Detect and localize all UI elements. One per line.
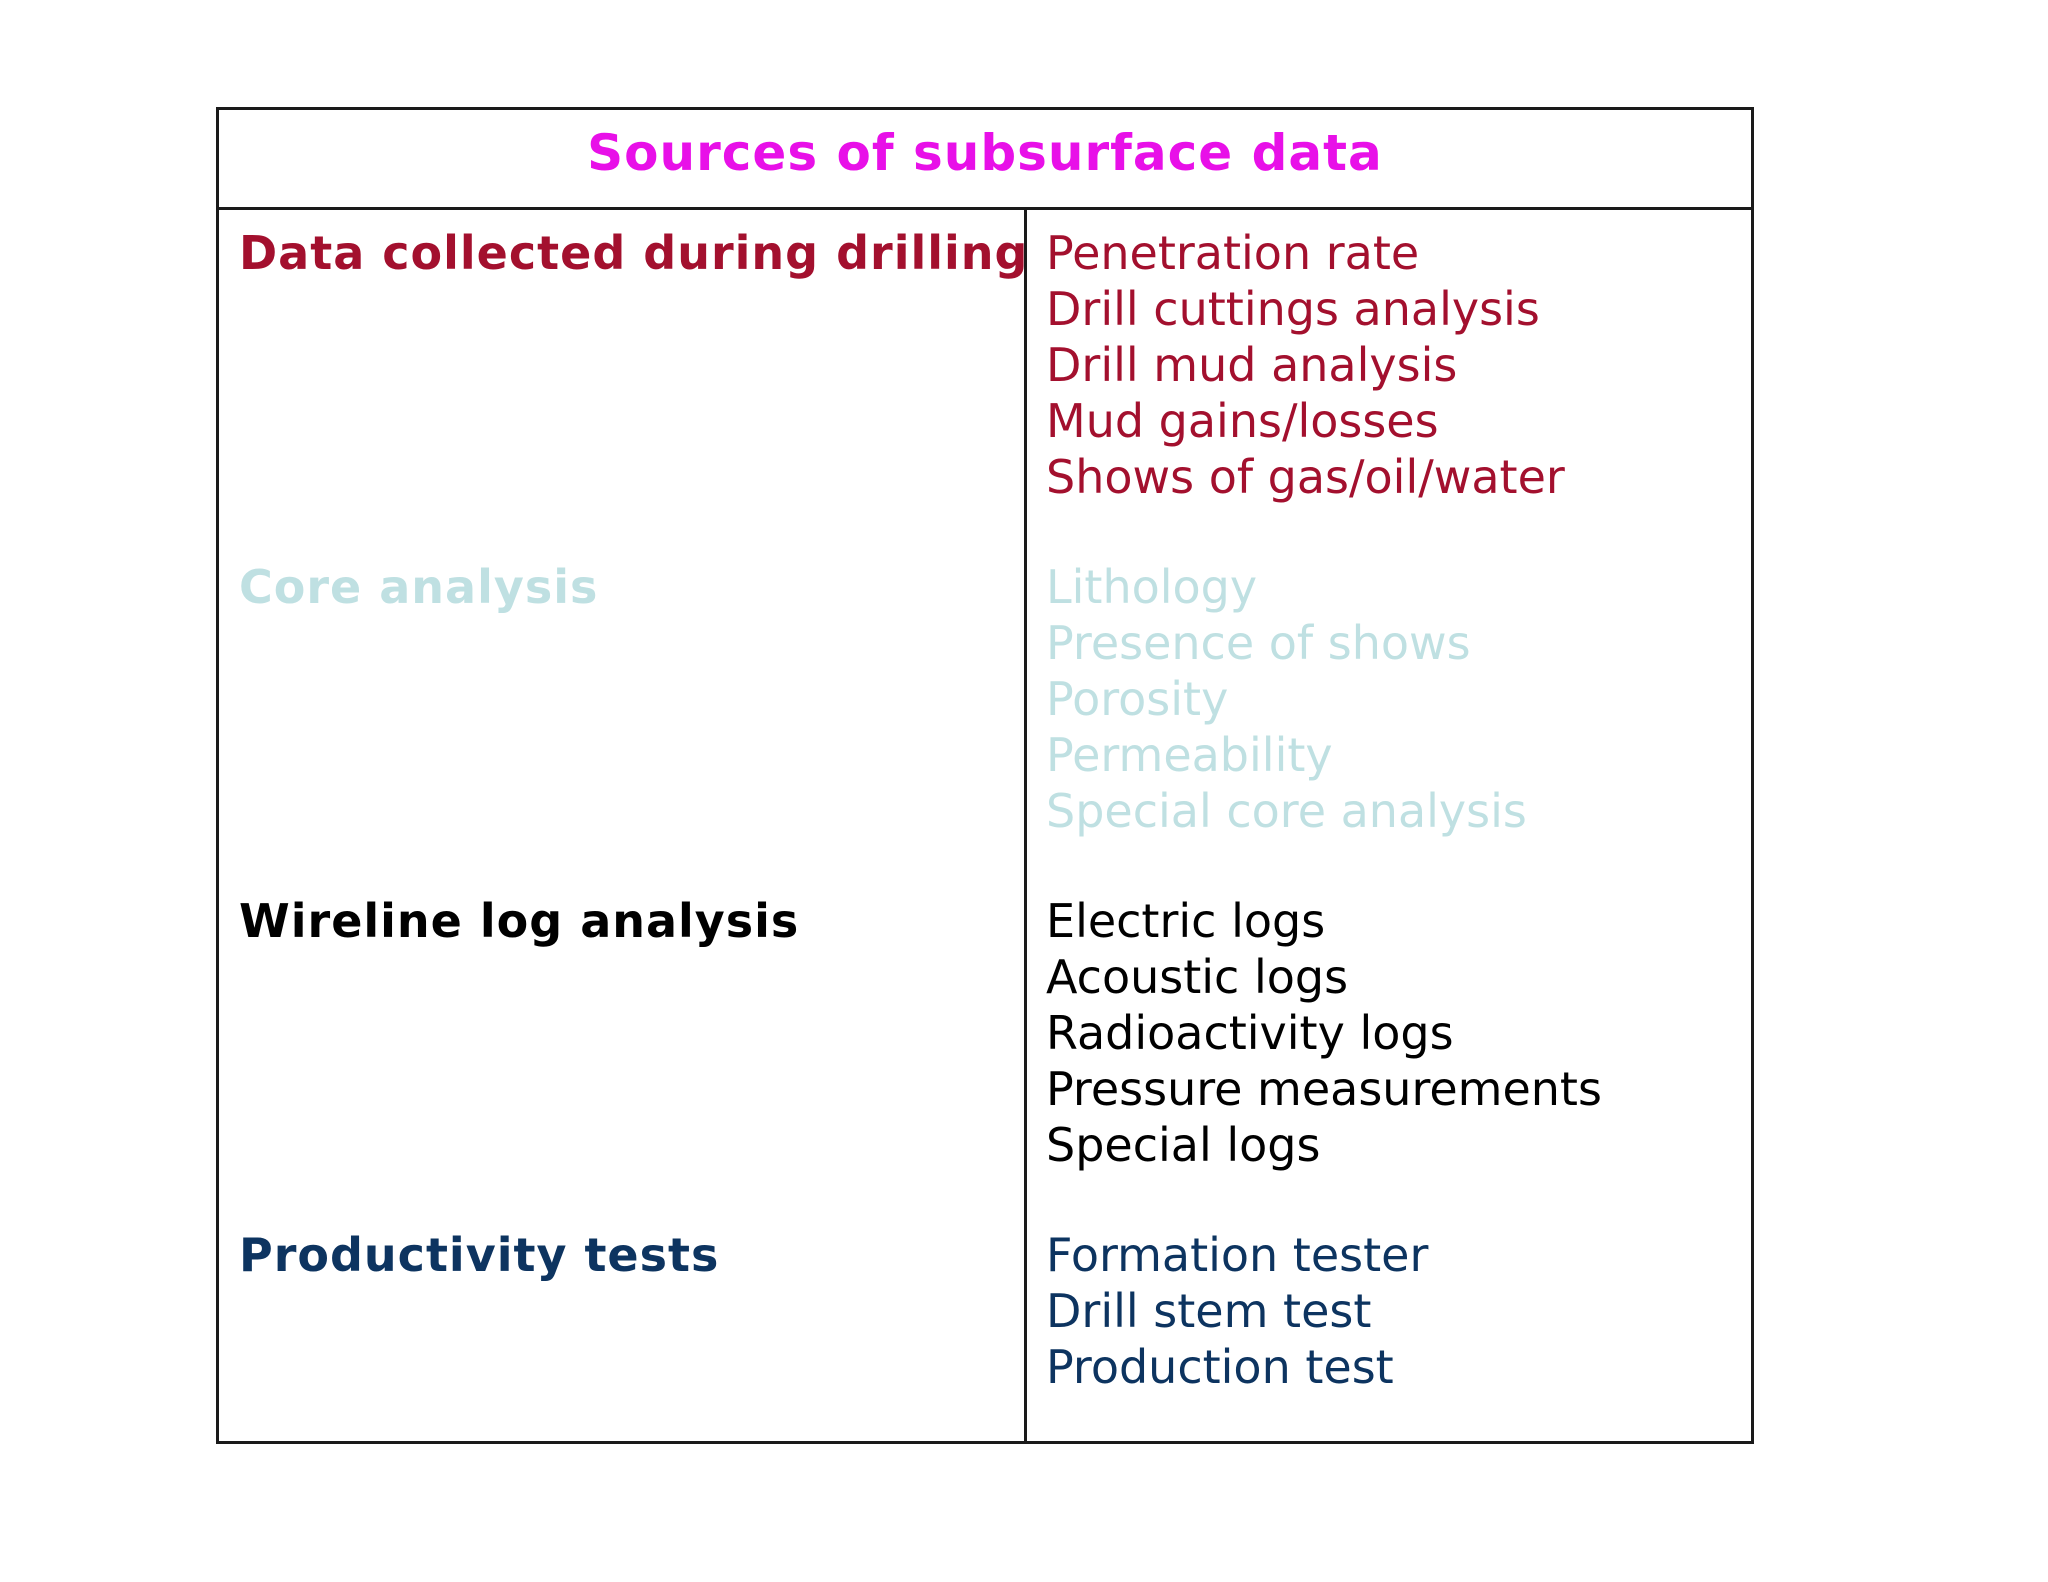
section-heading: Data collected during drilling	[239, 226, 1029, 280]
section-wireline: Wireline log analysis Electric logs Acou…	[219, 893, 1751, 1227]
list-item: Drill mud analysis	[1046, 338, 1458, 392]
list-item: Special logs	[1046, 1118, 1321, 1172]
section-heading: Productivity tests	[239, 1228, 720, 1282]
sources-table: Sources of subsurface data Data collecte…	[216, 107, 1754, 1444]
column-divider	[1024, 210, 1027, 1441]
list-item: Electric logs	[1046, 894, 1326, 948]
section-drilling: Data collected during drilling Penetrati…	[219, 225, 1751, 559]
section-item-list: Lithology Presence of shows Porosity Per…	[1046, 559, 1527, 839]
list-item: Special core analysis	[1046, 784, 1527, 838]
section-item-list: Penetration rate Drill cuttings analysis…	[1046, 225, 1565, 505]
list-item: Production test	[1046, 1340, 1394, 1394]
list-item: Pressure measurements	[1046, 1062, 1602, 1116]
list-item: Porosity	[1046, 672, 1229, 726]
section-item-list: Electric logs Acoustic logs Radioactivit…	[1046, 893, 1602, 1173]
list-item: Penetration rate	[1046, 226, 1420, 280]
section-productivity: Productivity tests Formation tester Dril…	[219, 1227, 1751, 1561]
list-item: Formation tester	[1046, 1228, 1429, 1282]
section-heading: Wireline log analysis	[239, 894, 800, 948]
table-title: Sources of subsurface data	[587, 123, 1383, 182]
list-item: Drill cuttings analysis	[1046, 282, 1540, 336]
list-item: Shows of gas/oil/water	[1046, 450, 1565, 504]
list-item: Lithology	[1046, 560, 1258, 614]
list-item: Permeability	[1046, 728, 1333, 782]
section-heading: Core analysis	[239, 560, 599, 614]
list-item: Acoustic logs	[1046, 950, 1349, 1004]
list-item: Radioactivity logs	[1046, 1006, 1454, 1060]
table-title-row: Sources of subsurface data	[219, 110, 1751, 210]
list-item: Mud gains/losses	[1046, 394, 1439, 448]
list-item: Drill stem test	[1046, 1284, 1372, 1338]
section-core-analysis: Core analysis Lithology Presence of show…	[219, 559, 1751, 893]
section-item-list: Formation tester Drill stem test Product…	[1046, 1227, 1428, 1395]
list-item: Presence of shows	[1046, 616, 1471, 670]
